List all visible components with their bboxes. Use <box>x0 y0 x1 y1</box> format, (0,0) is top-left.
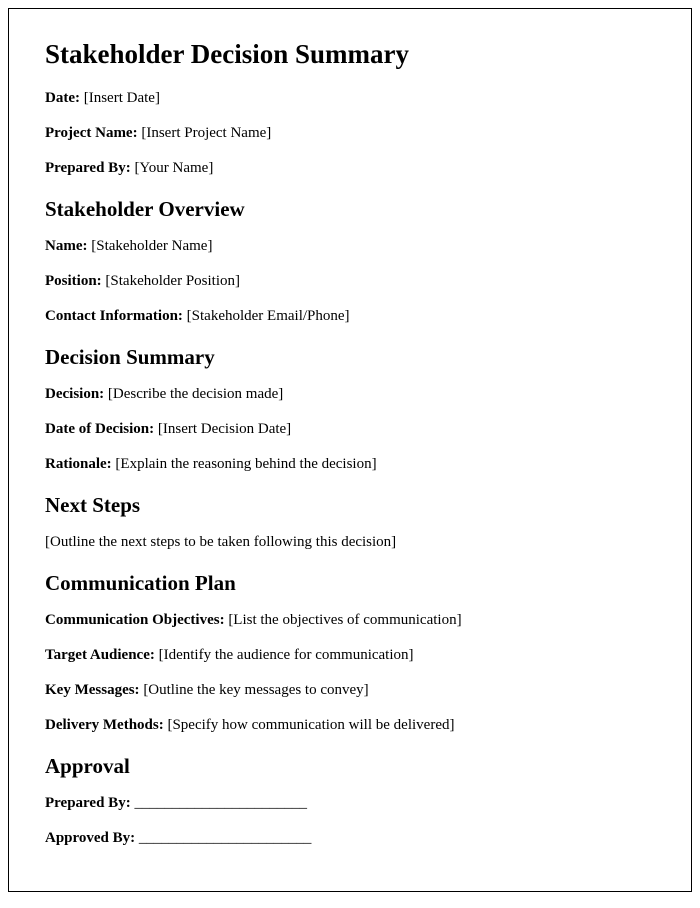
section-heading-stakeholder-overview: Stakeholder Overview <box>45 197 655 222</box>
decision-field: Date of Decision: [Insert Decision Date] <box>45 419 655 440</box>
signature-line: _______________________ <box>139 830 312 846</box>
field-label: Contact Information: <box>45 308 183 324</box>
field-label: Project Name: <box>45 125 138 141</box>
decision-field: Rationale: [Explain the reasoning behind… <box>45 454 655 475</box>
section-heading-approval: Approval <box>45 754 655 779</box>
field-value: [Identify the audience for communication… <box>159 647 414 663</box>
document-title: Stakeholder Decision Summary <box>45 39 655 70</box>
field-value: [Your Name] <box>134 160 213 176</box>
field-label: Key Messages: <box>45 682 140 698</box>
field-label: Date of Decision: <box>45 421 154 437</box>
field-label: Name: <box>45 238 87 254</box>
overview-field: Name: [Stakeholder Name] <box>45 236 655 257</box>
decision-field: Decision: [Describe the decision made] <box>45 384 655 405</box>
field-label: Rationale: <box>45 456 112 472</box>
section-heading-next-steps: Next Steps <box>45 493 655 518</box>
signature-line: _______________________ <box>134 795 307 811</box>
section-heading-communication-plan: Communication Plan <box>45 571 655 596</box>
field-value: [Insert Project Name] <box>141 125 271 141</box>
header-field: Date: [Insert Date] <box>45 88 655 109</box>
approval-field: Prepared By: _______________________ <box>45 793 655 814</box>
field-value: [Stakeholder Name] <box>91 238 212 254</box>
field-label: Date: <box>45 90 80 106</box>
next-steps-text: [Outline the next steps to be taken foll… <box>45 532 655 553</box>
field-value: [Outline the key messages to convey] <box>143 682 368 698</box>
field-label: Prepared By: <box>45 160 131 176</box>
approval-field: Approved By: _______________________ <box>45 828 655 849</box>
field-label: Prepared By: <box>45 795 131 811</box>
document-page: Stakeholder Decision Summary Date: [Inse… <box>8 8 692 892</box>
field-value: [List the objectives of communication] <box>228 612 461 628</box>
comm-field: Communication Objectives: [List the obje… <box>45 610 655 631</box>
overview-field: Position: [Stakeholder Position] <box>45 271 655 292</box>
field-value: [Insert Decision Date] <box>158 421 291 437</box>
field-value: [Insert Date] <box>84 90 160 106</box>
field-label: Delivery Methods: <box>45 717 164 733</box>
field-value: [Specify how communication will be deliv… <box>167 717 454 733</box>
comm-field: Target Audience: [Identify the audience … <box>45 645 655 666</box>
field-value: [Describe the decision made] <box>108 386 283 402</box>
header-field: Project Name: [Insert Project Name] <box>45 123 655 144</box>
field-value: [Stakeholder Email/Phone] <box>187 308 350 324</box>
comm-field: Delivery Methods: [Specify how communica… <box>45 715 655 736</box>
field-label: Decision: <box>45 386 104 402</box>
field-label: Communication Objectives: <box>45 612 225 628</box>
field-label: Approved By: <box>45 830 135 846</box>
field-value: [Explain the reasoning behind the decisi… <box>115 456 376 472</box>
section-heading-decision-summary: Decision Summary <box>45 345 655 370</box>
field-label: Position: <box>45 273 102 289</box>
field-value: [Stakeholder Position] <box>105 273 240 289</box>
overview-field: Contact Information: [Stakeholder Email/… <box>45 306 655 327</box>
field-label: Target Audience: <box>45 647 155 663</box>
comm-field: Key Messages: [Outline the key messages … <box>45 680 655 701</box>
header-field: Prepared By: [Your Name] <box>45 158 655 179</box>
